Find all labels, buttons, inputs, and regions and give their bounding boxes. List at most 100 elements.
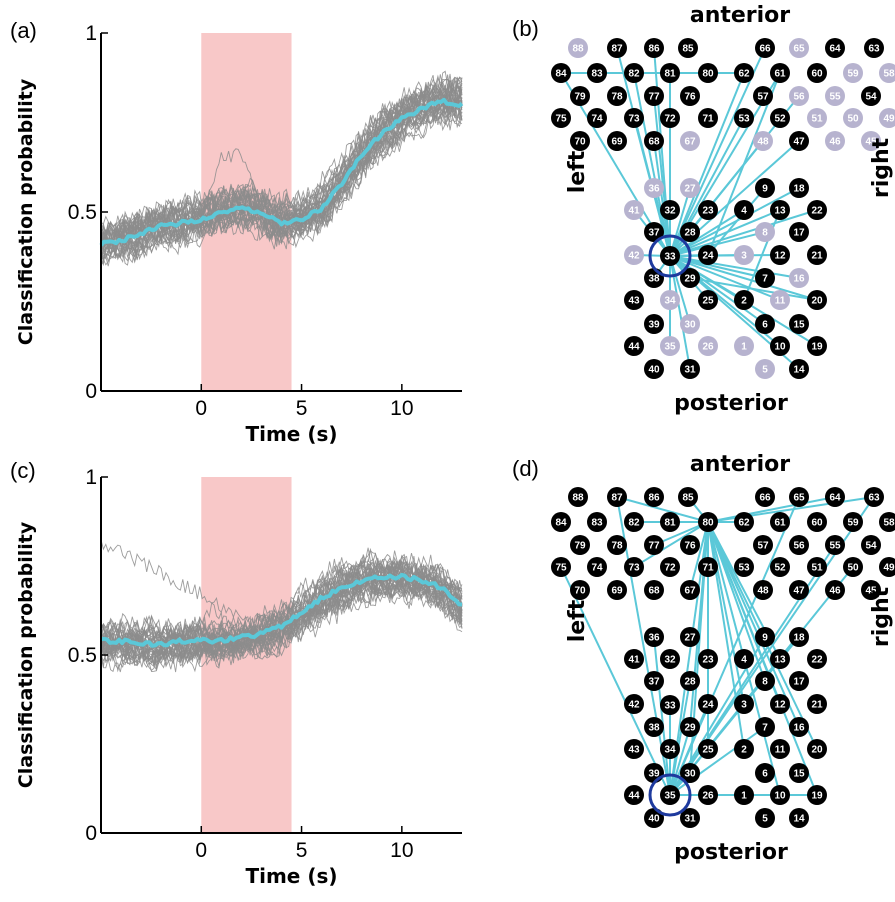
electrode-node <box>570 535 590 555</box>
electrode-label: 63 <box>868 493 880 504</box>
electrode-label: 64 <box>829 493 841 504</box>
electrode-label: 69 <box>611 586 623 597</box>
electrode-node <box>755 717 775 737</box>
electrode-label: 60 <box>811 518 823 529</box>
electrode-node <box>587 63 607 83</box>
electrode-label: 46 <box>829 586 841 597</box>
electrode-label: 88 <box>572 44 584 55</box>
electrode-node <box>624 694 644 714</box>
electrode-label: 67 <box>684 586 696 597</box>
electrode-node <box>698 557 718 577</box>
electrode-node <box>789 178 809 198</box>
y-tick-label: 0.5 <box>68 201 97 224</box>
electrode-label: 55 <box>829 92 841 103</box>
electrode-label: 52 <box>774 114 786 125</box>
connection-line <box>653 95 671 257</box>
electrode-label: 34 <box>664 745 676 756</box>
connection-line <box>707 496 836 523</box>
electrode-node <box>698 739 718 759</box>
electrode-node <box>624 108 644 128</box>
electrode-label: 29 <box>684 723 696 734</box>
electrode-label: 70 <box>574 137 586 148</box>
electrode-node <box>753 535 773 555</box>
electrode-node <box>770 739 790 759</box>
electrode-label: 30 <box>684 769 696 780</box>
electrode-node <box>680 222 700 242</box>
electrode-node <box>753 131 773 151</box>
electrode-label: 82 <box>628 69 640 80</box>
electrode-node <box>660 63 680 83</box>
electrode-label: 22 <box>811 655 823 666</box>
electrode-node <box>680 717 700 737</box>
electrode-label: 19 <box>811 342 823 353</box>
electrode-label: 21 <box>811 700 823 711</box>
electrode-label: 81 <box>664 69 676 80</box>
connection-line <box>689 521 709 591</box>
electrode-node <box>680 535 700 555</box>
electrode-node <box>755 222 775 242</box>
right-label: right <box>869 137 894 198</box>
electrode-node <box>807 557 827 577</box>
x-tick-label: 0 <box>195 397 207 420</box>
y-tick-label: 0 <box>85 380 97 403</box>
y-tick-label: 1 <box>85 22 97 45</box>
electrode-label: 49 <box>883 563 895 574</box>
electrode-node <box>807 739 827 759</box>
electrode-node <box>660 246 680 266</box>
electrode-label: 65 <box>793 44 805 55</box>
y-axis-label: Classification probability <box>15 78 37 345</box>
electrode-node <box>825 487 845 507</box>
y-tick-label: 0 <box>85 822 97 845</box>
electrode-node <box>607 38 627 58</box>
electrode-node <box>807 290 827 310</box>
electrode-label: 84 <box>555 518 567 529</box>
electrode-node <box>698 200 718 220</box>
electrode-label: 57 <box>757 541 769 552</box>
connection-line <box>653 636 671 796</box>
connection-line <box>707 521 745 705</box>
electrode-node <box>607 487 627 507</box>
electrode-label: 86 <box>648 44 660 55</box>
electrode-label: 21 <box>811 251 823 262</box>
connection-line <box>689 277 818 301</box>
trial-line <box>100 574 463 665</box>
electrode-label: 64 <box>829 44 841 55</box>
electrode-label: 12 <box>774 700 786 711</box>
electrode-label: 15 <box>793 320 805 331</box>
electrode-label: 63 <box>868 44 880 55</box>
electrode-node <box>789 38 809 58</box>
electrode-label: 28 <box>684 228 696 239</box>
electrode-label: 25 <box>702 745 714 756</box>
electrode-label: 2 <box>741 745 747 756</box>
electrode-label: 14 <box>793 814 805 825</box>
electrode-node <box>644 717 664 737</box>
electrode-label: 8 <box>762 677 768 688</box>
electrode-label: 20 <box>811 296 823 307</box>
electrode-label: 38 <box>648 723 660 734</box>
electrode-node <box>570 131 590 151</box>
panel-label-d: (d) <box>512 456 539 481</box>
electrode-node <box>755 671 775 691</box>
mean-line <box>100 572 463 648</box>
electrode-node <box>861 86 881 106</box>
electrode-label: 44 <box>628 791 640 802</box>
electrode-node <box>644 627 664 647</box>
electrode-node <box>680 314 700 334</box>
electrode-node <box>587 557 607 577</box>
connection-line <box>669 187 800 257</box>
electrode-node <box>755 38 775 58</box>
panel-label-c: (c) <box>10 458 36 483</box>
electrode-label: 86 <box>648 493 660 504</box>
electrode-node <box>825 131 845 151</box>
electrode-label: 35 <box>664 342 676 353</box>
electrode-node <box>680 268 700 288</box>
electrode-label: 28 <box>684 677 696 688</box>
electrode-node <box>734 245 754 265</box>
electrode-label: 49 <box>883 114 895 125</box>
connection-line <box>616 496 709 523</box>
electrode-node <box>789 717 809 737</box>
electrode-label: 74 <box>591 114 603 125</box>
electrode-node <box>644 535 664 555</box>
electrode-node <box>825 580 845 600</box>
electrode-label: 19 <box>811 791 823 802</box>
